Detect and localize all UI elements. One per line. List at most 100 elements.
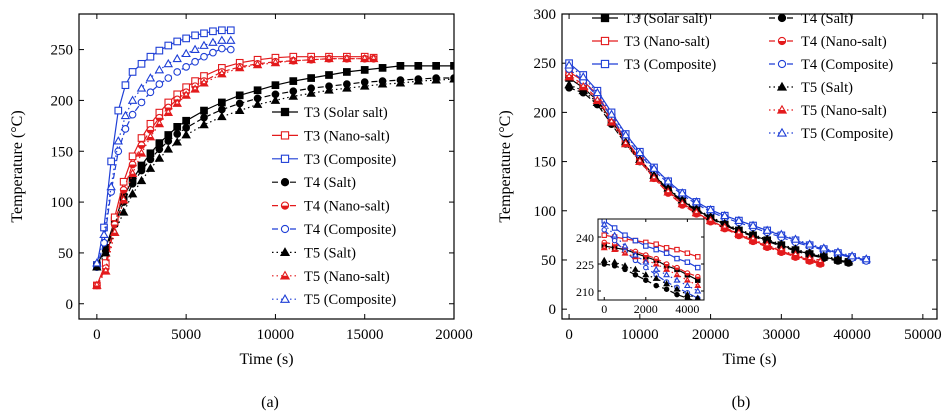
panel-a-series — [92, 26, 454, 290]
inset-series-6-point — [601, 227, 607, 233]
panel-a-series-3-point — [128, 68, 137, 76]
panel-a-legend-entry: T4 (Nano-salt) — [272, 199, 390, 215]
panel-a-series-9-point — [92, 258, 102, 267]
panel-b-legend-label: T5 (Salt) — [801, 80, 853, 96]
panel-a-series-3-point — [218, 26, 226, 35]
panel-b-series-8-point — [620, 138, 631, 148]
panel-a-series-3-point — [164, 41, 173, 50]
panel-b-series-7-point — [564, 79, 574, 89]
panel-a-frame — [78, 13, 455, 320]
panel-a-series-5-point — [119, 186, 128, 194]
panel-a-series-1-point — [182, 116, 190, 125]
panel-a-series-8-point — [92, 280, 102, 289]
panel-b-legend-entry: T4 (Nano-salt) — [769, 34, 887, 50]
inset-series-4-point — [632, 272, 639, 278]
panel-a-legend-marker — [280, 154, 290, 163]
inset-frame — [597, 218, 705, 301]
panel-b-legend-label: T4 (Composite) — [801, 57, 893, 73]
panel-a-series-4-point — [164, 137, 173, 145]
panel-a-series-1-point — [218, 98, 226, 107]
panel-a-caption: (a) — [261, 394, 279, 411]
inset-series-4-point — [674, 291, 680, 298]
panel-a-x-tick-label: 0 — [93, 327, 101, 343]
panel-b-legend-entry: T5 (Composite) — [769, 126, 893, 142]
panel-a-series-8-point — [109, 227, 120, 236]
panel-a-series-6-point — [209, 48, 217, 57]
inset-series-9-point — [642, 258, 650, 265]
panel-b-series-8-point — [734, 228, 744, 237]
inset-x-tick-label: 2000 — [634, 302, 658, 316]
panel-b-series-9-point — [719, 210, 730, 220]
panel-a-series-8-line — [96, 58, 374, 286]
inset-series-4-point — [663, 286, 670, 292]
panel-b-series-9-point — [635, 147, 645, 157]
inset-series-3-point — [684, 259, 691, 265]
inset-series-7-point — [683, 290, 691, 298]
panel-a-series-7-point — [342, 83, 352, 92]
panel-a-series-7 — [92, 74, 454, 271]
panel-a-series-7-point — [145, 163, 156, 172]
panel-b-frame — [561, 13, 938, 320]
panel-b-x-tick-label: 10000 — [621, 327, 659, 343]
panel-a-series-1-point — [414, 61, 423, 70]
panel-b-series-7-point — [843, 256, 854, 265]
panel-a-series-6-point — [114, 147, 123, 156]
panel-b-legend: T3 (Solar salt) T3 (Nano-salt) T3 (Composi… — [592, 11, 893, 142]
inset-series-4-point — [653, 282, 659, 289]
panel-b-legend-marker — [776, 127, 788, 137]
panel-a-y-tick-label: 250 — [51, 43, 74, 59]
panel-a-series-6-point — [218, 44, 226, 53]
panel-a-legend-entry: T4 (Composite) — [272, 222, 396, 238]
inset-series-7-point — [694, 294, 701, 300]
panel-a-series-7-point — [181, 130, 191, 139]
panel-a-legend-label: T4 (Composite) — [304, 222, 396, 238]
panel-a-series-7-point — [413, 76, 424, 85]
panel-a-series-8-point — [127, 168, 138, 178]
panel-a-x-tick-label: 20000 — [435, 327, 473, 343]
panel-b-series-8-point — [635, 156, 645, 165]
panel-b-legend-marker — [777, 13, 787, 23]
inset-series-9 — [600, 220, 702, 294]
inset-series-2-point — [695, 254, 701, 260]
inset-series-9-point — [663, 271, 671, 278]
inset-series-6-point — [643, 264, 649, 271]
panel-a-series-6-point — [200, 52, 208, 61]
inset-series-2-line — [604, 234, 698, 258]
panel-a-series-1-point — [289, 77, 298, 85]
inset-series-9-point — [673, 276, 681, 283]
panel-b-series-7-point — [819, 251, 829, 260]
panel-a-y-tick-label: 200 — [51, 93, 74, 109]
panel-a-series-1-point — [200, 106, 208, 115]
panel-b-series-9-point — [677, 188, 688, 197]
panel-a-series-7-point — [127, 189, 138, 198]
panel-b-legend-entry: T5 (Salt) — [769, 80, 853, 96]
panel-a-series-3-point — [200, 29, 208, 38]
panel-b-series-8-point — [719, 222, 730, 231]
panel-b-y-tick-label: 50 — [541, 253, 556, 269]
panel-b-axes: 0 10000 20000 30000 40000 5000005010015020025… — [534, 7, 942, 343]
panel-b-legend-label: T5 (Composite) — [801, 126, 893, 142]
panel-b-series-8-point — [790, 250, 801, 259]
panel-a-series-6-point — [173, 68, 182, 76]
inset-series-7-point — [663, 280, 671, 287]
panel-b-legend-entry: T4 (Composite) — [769, 57, 893, 73]
inset-series-7-point — [600, 256, 608, 263]
panel-a-series-3-point — [226, 26, 235, 35]
panel-a-y-axis-label: Temperature (°C) — [9, 110, 26, 222]
panel-a-series-9-point — [208, 37, 218, 46]
panel-a-legend-label: T5 (Salt) — [304, 245, 356, 261]
inset-series-3-point — [663, 250, 670, 256]
inset-series-3-point — [695, 264, 701, 271]
inset-series-8-point — [611, 245, 619, 253]
panel-a-series-1-point — [271, 81, 280, 90]
panel-b-series-8-point — [705, 215, 716, 225]
panel-a-y-tick-label: 150 — [51, 144, 74, 160]
panel-b-y-tick-label: 250 — [534, 56, 557, 72]
panel-b-legend-entry: T3 (Solar salt) — [592, 11, 708, 27]
panel-b-series-8-point — [762, 240, 772, 249]
inset-y-tick-label: 225 — [576, 258, 594, 272]
panel-b-y-tick-label: 300 — [534, 7, 557, 23]
panel-a-series-9-point — [145, 73, 156, 82]
inset-series-7-point — [652, 274, 660, 281]
panel-a-series-8-point — [368, 53, 379, 63]
